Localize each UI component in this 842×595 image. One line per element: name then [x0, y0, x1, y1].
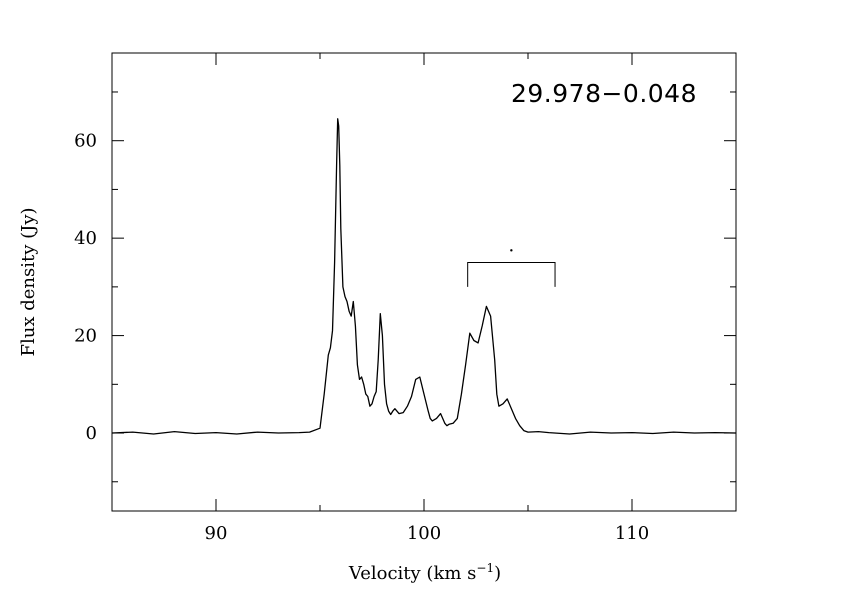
x-axis-title: Velocity (km s−1): [348, 561, 501, 584]
y-tick-label: 60: [74, 131, 97, 152]
y-ticks: [112, 91, 736, 483]
bracket-marker: [510, 249, 513, 252]
y-tick-label: 40: [74, 228, 97, 249]
x-tick-label: 100: [407, 523, 441, 544]
x-axis-title-close: ): [494, 563, 501, 584]
spectrum-line: [111, 118, 737, 435]
y-tick-labels: 0 20 40 60: [74, 131, 97, 444]
y-axis-title: Flux density (Jy): [18, 207, 39, 356]
x-tick-label: 90: [205, 523, 228, 544]
y-tick-label: 20: [74, 326, 97, 347]
velocity-range-bracket: [467, 262, 556, 287]
y-tick-label: 0: [86, 423, 97, 444]
x-tick-labels: 90 100 110: [205, 523, 650, 544]
x-tick-label: 110: [615, 523, 649, 544]
x-axis-title-main: Velocity (km s: [348, 563, 477, 584]
source-label: 29.978−0.048: [511, 79, 697, 108]
x-ticks: [111, 53, 737, 511]
x-axis-title-exponent: −1: [476, 561, 494, 575]
plot-frame: [111, 52, 737, 512]
